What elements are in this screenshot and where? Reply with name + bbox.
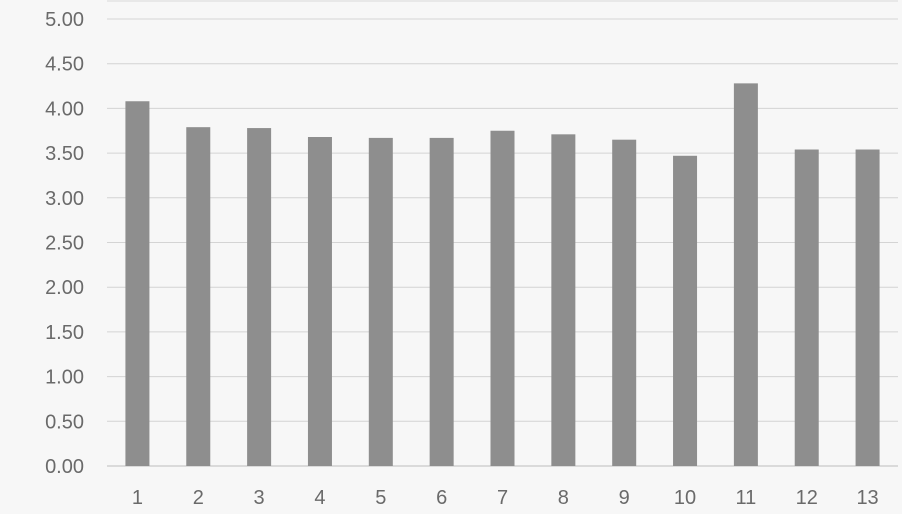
y-tick-label: 4.50 — [45, 54, 84, 76]
bars — [125, 83, 880, 467]
x-tick-label: 6 — [436, 487, 447, 509]
y-tick-label: 2.50 — [45, 233, 84, 255]
bar — [429, 137, 454, 467]
x-tick-label: 8 — [558, 487, 569, 509]
bar — [186, 127, 211, 466]
x-tick-label: 1 — [132, 487, 143, 509]
bar — [612, 139, 637, 466]
x-tick-label: 3 — [254, 487, 265, 509]
y-tick-label: 4.00 — [45, 98, 84, 120]
bar — [307, 137, 332, 466]
y-tick-label: 0.00 — [45, 456, 84, 478]
x-tick-label: 9 — [619, 487, 630, 509]
bar — [794, 149, 819, 467]
x-tick-label: 13 — [856, 487, 878, 509]
bar — [551, 134, 576, 467]
x-tick-label: 11 — [736, 487, 757, 509]
x-tick-label: 7 — [497, 487, 508, 509]
bar — [247, 128, 272, 466]
x-tick-label: 5 — [375, 487, 386, 509]
bar — [855, 149, 880, 467]
bar — [125, 101, 150, 467]
y-tick-label: 5.00 — [45, 9, 84, 31]
y-tick-label: 3.00 — [45, 188, 84, 210]
y-axis-tick-labels: 0.00 0.50 1.00 1.50 2.00 2.50 3.00 3.50 4.00 4.50… — [45, 9, 84, 478]
y-tick-label: 3.50 — [45, 143, 84, 165]
bar — [368, 137, 393, 467]
x-tick-label: 2 — [193, 487, 204, 509]
x-tick-label: 12 — [796, 487, 818, 509]
x-tick-label: 4 — [314, 487, 325, 509]
bar — [733, 83, 758, 467]
bar — [673, 155, 698, 467]
x-tick-label: 10 — [674, 487, 696, 509]
x-axis-tick-labels: 1 2 3 4 5 6 7 8 9 10 11 12 13 — [132, 487, 879, 509]
bar — [490, 130, 515, 466]
y-tick-label: 1.00 — [45, 367, 84, 389]
y-tick-label: 2.00 — [45, 277, 84, 299]
y-tick-label: 0.50 — [45, 411, 84, 433]
y-tick-label: 1.50 — [45, 322, 84, 344]
